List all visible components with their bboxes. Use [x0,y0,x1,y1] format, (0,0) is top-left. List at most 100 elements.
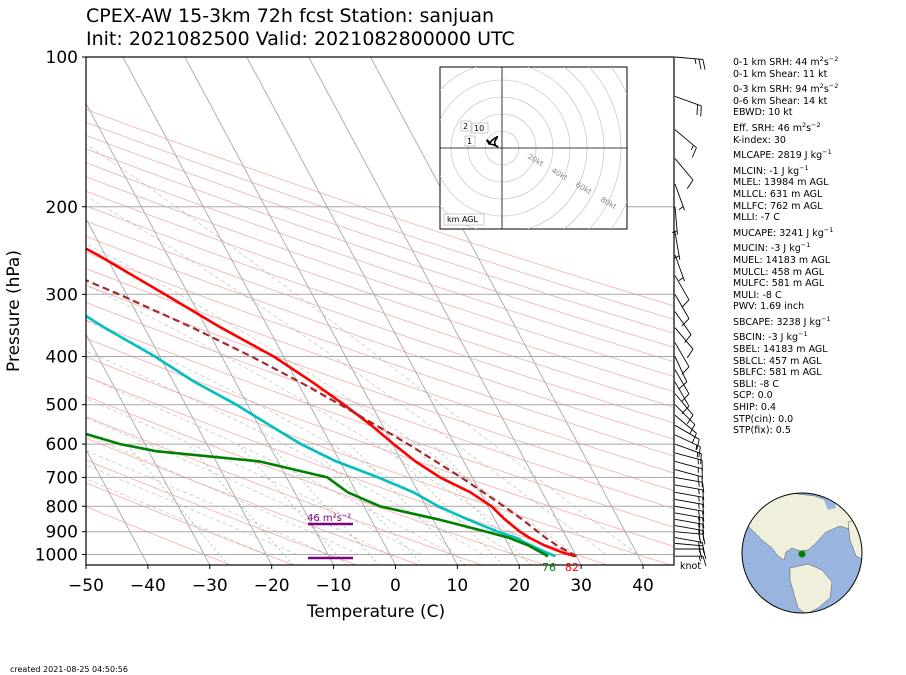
moist-adiabat [86,320,514,555]
isotherm [86,102,335,565]
wind-barb [674,414,697,444]
chart-title-line2: Init: 2021082500 Valid: 2021082800000 UT… [86,28,515,50]
y-tick-label: 400 [46,348,78,368]
index-line: STP(fix): 0.5 [733,425,791,437]
mixing-ratio-line [432,443,554,565]
moist-adiabat [86,350,483,555]
wind-barb [674,498,705,515]
wind-barb [675,548,707,560]
moist-adiabat [86,144,638,555]
wind-barb [674,183,685,211]
mixing-ratio-line [268,443,380,565]
dry-adiabat [86,190,674,393]
moist-adiabat [86,434,360,555]
index-line: SBCIN: -3 J kg−1 [733,330,808,344]
wind-barb [674,476,705,493]
created-timestamp: created 2021-08-25 04:50:56 [10,665,128,674]
dry-adiabat [86,337,674,547]
hodograph-trace [486,135,499,148]
station-marker [798,550,806,558]
x-tick-label: −30 [192,576,228,596]
dry-adiabat [86,375,608,565]
x-tick-label: 40 [632,576,654,596]
hodograph-caption: km AGL [447,215,479,224]
index-line: 0-1 km SRH: 44 m2s−2 [733,55,839,68]
dry-adiabat [86,121,674,320]
hodograph-height-box [471,122,489,134]
mixing-ratio-line [309,443,424,565]
wind-barb [674,254,685,282]
index-line: SCP: 0.0 [733,390,773,402]
isotherm [122,57,396,565]
wind-barb [674,542,706,557]
y-tick-label: 900 [46,523,78,543]
wind-barb [674,525,705,541]
dry-adiabat [86,459,357,565]
mixing-ratio-line [237,443,347,565]
dry-adiabat [86,220,674,424]
profile-line [86,432,549,558]
wind-barb [674,491,705,508]
y-tick-label: 100 [46,48,78,68]
plot-frame [85,56,675,566]
profile-line [86,279,577,558]
moist-adiabat [86,284,545,555]
x-tick-label: 0 [390,576,401,596]
wind-barb [674,512,705,529]
dry-adiabat [86,148,674,348]
index-line: SBEL: 14183 m AGL [733,344,828,356]
x-tick-label: 20 [508,576,530,596]
x-tick-label: 10 [447,576,469,596]
index-line: PWV: 1.69 inch [733,301,805,313]
wind-barb [674,129,697,158]
index-line: MULI: -8 C [733,289,782,301]
moist-adiabat [86,243,576,555]
profile-line [86,314,556,558]
wind-barb [674,452,703,471]
index-line: SBLCL: 457 m AGL [733,355,822,367]
wind-barb [674,158,694,189]
dry-adiabat [86,416,483,565]
dry-adiabat [86,356,671,565]
dry-adiabat [86,284,674,492]
index-line: MULCL: 458 m AGL [733,266,825,278]
y-tick-label: 800 [46,497,78,517]
index-line: SBCAPE: 3238 J kg−1 [733,314,831,328]
surface-temperature-label: 82 [565,561,579,574]
srh-label: 46 m²s⁻² [307,513,351,524]
x-tick-label: −20 [254,576,290,596]
wind-barb [674,356,688,390]
moist-adiabat [86,478,267,555]
wind-barb [674,537,705,553]
index-line: MLLI: -7 C [733,212,780,224]
globe-land [789,563,833,613]
wind-barb [674,505,705,522]
wind-barb [674,327,694,359]
wind-barb [674,369,690,402]
index-line: STP(cin): 0.0 [733,413,794,425]
wind-barb [674,393,694,425]
dry-adiabat [86,135,674,334]
index-line: Eff. SRH: 46 m2s−2 [733,120,821,134]
surface-dewpoint-label: 76 [542,561,556,574]
wind-barb [674,95,702,117]
dry-adiabat [86,482,294,565]
y-tick-label: 500 [46,396,78,416]
dry-adiabat [86,205,674,408]
y-tick-label: 700 [46,468,78,488]
index-line: SHIP: 0.4 [733,402,777,414]
wind-barb [674,484,705,501]
hodograph-caption-box [443,213,485,226]
index-line: MLLFC: 762 m AGL [733,200,823,212]
wind-barb [674,294,690,327]
dry-adiabat [86,162,674,363]
index-line: SBLI: -8 C [733,378,779,390]
wind-units-label: knot [680,561,701,572]
x-tick-label: −10 [316,576,352,596]
index-line: MUCAPE: 3241 J kg−1 [733,225,834,239]
wind-barb [674,311,692,344]
index-line: MUEL: 14183 m AGL [733,254,831,266]
wind-barb [674,275,690,308]
index-line: MLLCL: 631 m AGL [733,188,823,200]
